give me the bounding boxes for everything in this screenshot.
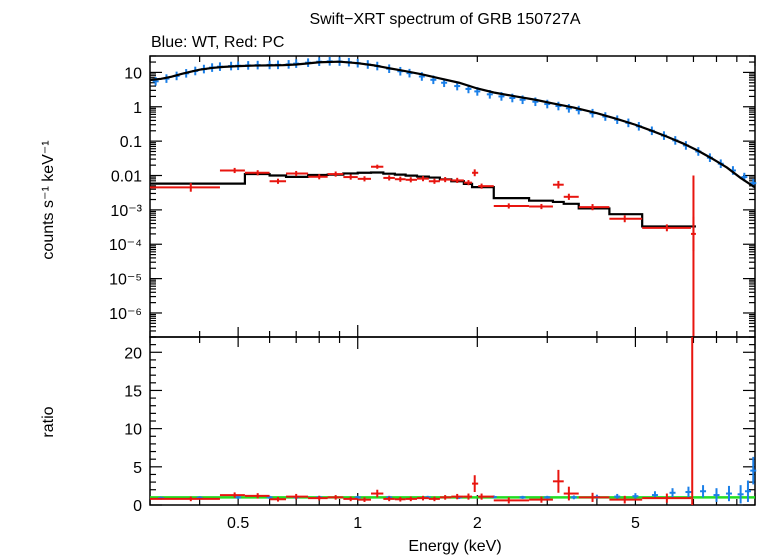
pc-data-point (405, 177, 418, 183)
pc-ratio-point (343, 496, 358, 502)
pc-data-point (371, 164, 384, 169)
x-tick-label: 0.5 (227, 515, 249, 532)
wt-ratio-point (750, 456, 757, 485)
pc-data-point (472, 169, 479, 177)
y-tick-label: 1 (133, 100, 142, 117)
y-tick-label: 10⁻⁴ (109, 237, 142, 254)
pc-ratio-point (269, 496, 287, 502)
wt-ratio-point (737, 485, 744, 504)
wt-ratio-point (570, 495, 577, 500)
y-tick-label: 0.1 (120, 134, 142, 151)
pc-ratio-point (150, 496, 220, 502)
wt-ratio-point (614, 493, 621, 500)
wt-ratio-point (669, 488, 676, 498)
y-tick-label: 0.01 (111, 169, 142, 186)
pc-data-point (578, 204, 610, 211)
pc-data-point (493, 203, 530, 209)
wt-model-line (149, 60, 756, 189)
pc-ratio-point (394, 496, 406, 502)
y-axis-label-ratio: ratio (40, 406, 57, 437)
pc-ratio-point (478, 493, 494, 500)
pc-ratio-point (609, 495, 643, 504)
pc-ratio-point (417, 495, 429, 501)
wt-ratio-point (744, 480, 751, 502)
pc-data-point (478, 183, 494, 189)
pc-model-line (150, 171, 696, 228)
wt-data-point (555, 101, 562, 111)
pc-ratio-point (552, 469, 564, 493)
pc-ratio-point (383, 496, 395, 502)
pc-data-point (269, 178, 287, 184)
pc-data-point (357, 176, 372, 182)
wt-ratio-point (632, 493, 639, 500)
pc-data-point (439, 177, 452, 183)
wt-ratio-point (544, 495, 551, 499)
spectrum-frame (149, 55, 756, 338)
pc-data-point (451, 177, 464, 183)
pc-ratio-point (439, 495, 452, 500)
spectrum-panel: 10 1 0.1 0.01 10⁻³ 10⁻⁴ 10⁻⁵ 10⁻⁶ (109, 55, 757, 338)
x-tick-label: 1 (353, 515, 362, 532)
y-tick-label: 10⁻⁵ (109, 272, 142, 289)
pc-data-point (327, 171, 344, 177)
pc-ratio-point (371, 489, 384, 498)
pc-ratio-point (308, 495, 328, 501)
pc-data-point (563, 193, 579, 200)
pc-ratio-point (405, 496, 418, 502)
y-tick-label: 10⁻³ (110, 203, 142, 220)
pc-data-point (428, 178, 440, 184)
y-tick-label: 5 (133, 460, 142, 477)
pc-data-point (417, 176, 429, 182)
pc-data-point (552, 180, 564, 189)
pc-ratio-point (357, 497, 372, 502)
chart-title: Swift−XRT spectrum of GRB 150727A (309, 11, 580, 28)
pc-ratio-point (327, 495, 344, 500)
pc-data-point (244, 170, 270, 176)
y-tick-label: 15 (124, 383, 142, 400)
pc-data-point (343, 174, 358, 180)
x-tick-label: 2 (473, 515, 482, 532)
wt-ratio-point (713, 488, 720, 502)
pc-ratio-point (563, 486, 579, 501)
y-axis-label-spectrum: counts s⁻¹ keV⁻¹ (40, 140, 57, 259)
x-tick-label: 5 (631, 515, 640, 532)
pc-data-point (529, 203, 553, 210)
pc-data-point (286, 170, 309, 177)
wt-ratio-point (725, 485, 732, 502)
wt-ratio-point (685, 486, 692, 498)
chart-subtitle: Blue: WT, Red: PC (151, 34, 284, 51)
pc-ratio-point (529, 496, 553, 503)
ratio-frame (149, 336, 756, 506)
pc-ratio-point (219, 492, 245, 498)
pc-data-point (463, 180, 473, 186)
pc-ratio-point (493, 497, 530, 504)
y-tick-label: 0 (133, 498, 142, 515)
y-tick-label: 10 (124, 65, 142, 82)
pc-ratio-point (244, 493, 270, 499)
pc-data-point (394, 176, 406, 182)
wt-ratio-point (519, 495, 526, 499)
pc-ratio-point (472, 475, 479, 493)
y-tick-label: 10 (124, 422, 142, 439)
pc-data-point (383, 175, 395, 181)
pc-data-point (642, 224, 691, 232)
pc-ratio-point (286, 493, 309, 500)
pc-ratio-point (451, 493, 464, 500)
x-axis-label: Energy (keV) (408, 538, 501, 555)
wt-ratio-point (235, 495, 242, 499)
pc-data-point (308, 174, 328, 180)
y-tick-label: 20 (124, 345, 142, 362)
pc-ratio-point (578, 492, 610, 502)
pc-ratio-point (463, 493, 473, 500)
ratio-panel: 0.5 1 2 5 0 5 10 15 20 (124, 336, 757, 532)
pc-ratio-point (428, 496, 440, 502)
pc-data-point (150, 183, 220, 192)
pc-ratio-point (642, 493, 691, 503)
y-tick-label: 10⁻⁶ (109, 306, 142, 323)
wt-ratio-point (700, 485, 707, 498)
pc-data-point (219, 167, 245, 174)
pc-data-point (609, 215, 643, 223)
